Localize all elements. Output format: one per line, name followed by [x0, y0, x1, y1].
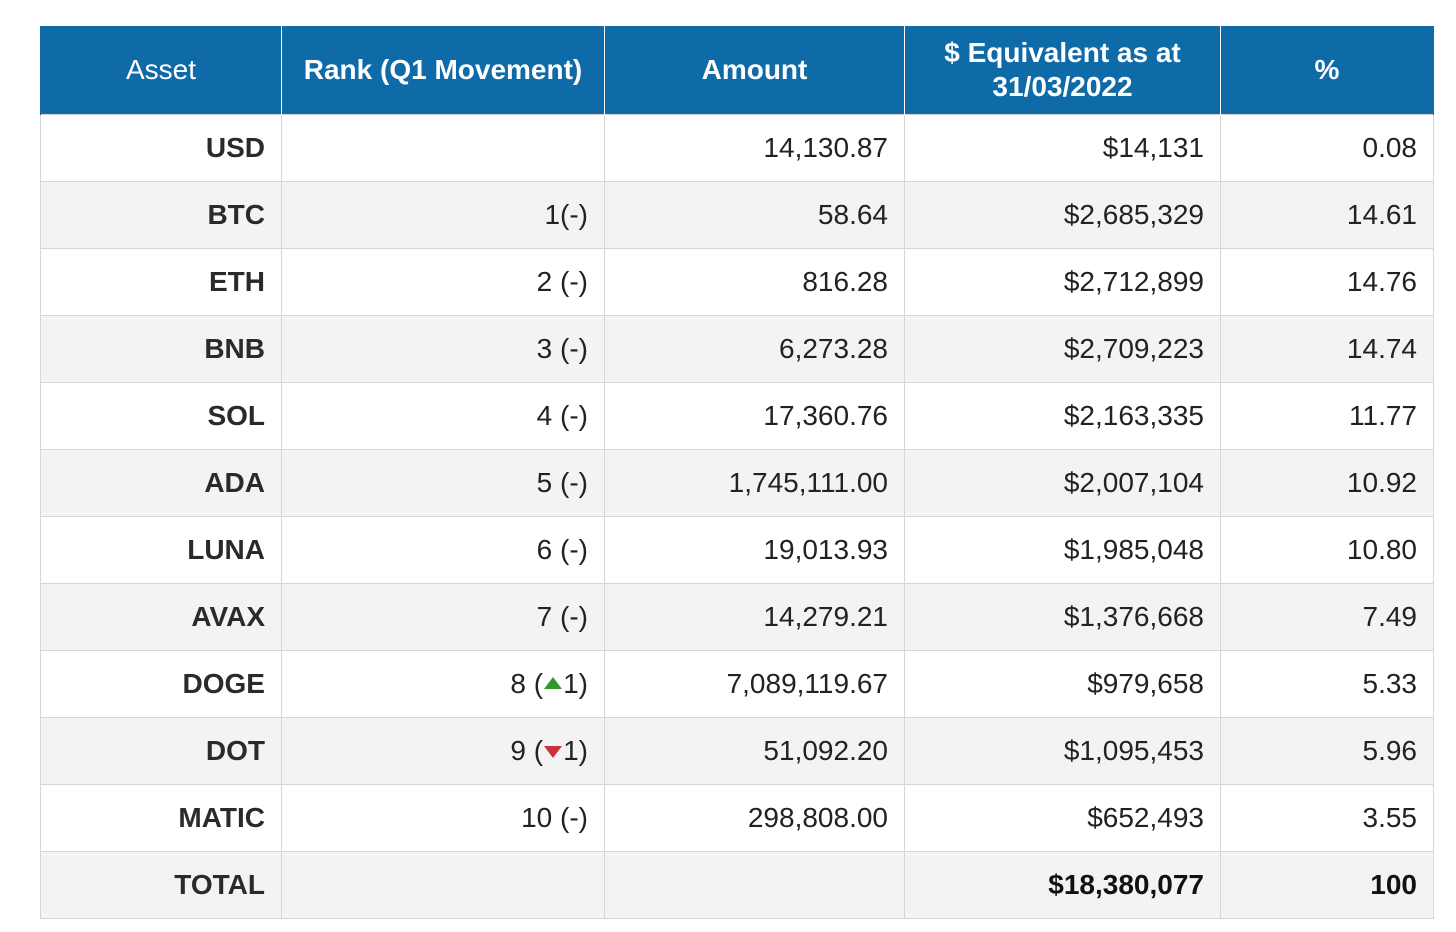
- percent-cell: 5.33: [1220, 650, 1434, 718]
- total-label: TOTAL: [40, 851, 282, 919]
- rank-prefix: 8 (: [510, 668, 544, 699]
- rank-cell: 10 (-): [281, 784, 605, 852]
- usd-equivalent-cell: $14,131: [904, 114, 1221, 182]
- usd-equivalent-cell: $1,376,668: [904, 583, 1221, 651]
- usd-equivalent-cell: $1,095,453: [904, 717, 1221, 785]
- usd-equivalent-cell: $2,163,335: [904, 382, 1221, 450]
- table-row: SOL 4 (-) 17,360.76 $2,163,335 11.77: [40, 382, 1434, 450]
- triangle-down-icon: [544, 746, 563, 758]
- rank-cell: 5 (-): [281, 449, 605, 517]
- usd-equivalent-cell: $2,685,329: [904, 181, 1221, 249]
- header-row: Asset Rank (Q1 Movement) Amount $ Equiva…: [40, 26, 1434, 115]
- asset-cell: AVAX: [40, 583, 282, 651]
- rank-delta: 1: [563, 735, 579, 766]
- header-asset: Asset: [40, 26, 282, 115]
- rank-suffix: ): [578, 735, 588, 766]
- asset-cell: BTC: [40, 181, 282, 249]
- total-usd-equivalent: $18,380,077: [904, 851, 1221, 919]
- usd-equivalent-cell: $652,493: [904, 784, 1221, 852]
- header-amount: Amount: [604, 26, 905, 115]
- rank-cell: 8 ( 1): [281, 650, 605, 718]
- asset-cell: MATIC: [40, 784, 282, 852]
- amount-cell: 19,013.93: [604, 516, 905, 584]
- table-row: LUNA 6 (-) 19,013.93 $1,985,048 10.80: [40, 516, 1434, 584]
- asset-cell: ADA: [40, 449, 282, 517]
- amount-cell: 6,273.28: [604, 315, 905, 383]
- rank-cell: [281, 114, 605, 182]
- usd-equivalent-cell: $979,658: [904, 650, 1221, 718]
- percent-cell: 3.55: [1220, 784, 1434, 852]
- asset-cell: DOGE: [40, 650, 282, 718]
- table-row: MATIC 10 (-) 298,808.00 $652,493 3.55: [40, 784, 1434, 852]
- rank-cell: 6 (-): [281, 516, 605, 584]
- header-usd-equivalent: $ Equivalent as at 31/03/2022: [904, 26, 1221, 115]
- usd-equivalent-cell: $2,007,104: [904, 449, 1221, 517]
- amount-cell: 7,089,119.67: [604, 650, 905, 718]
- asset-holdings-table: Asset Rank (Q1 Movement) Amount $ Equiva…: [40, 26, 1434, 919]
- rank-cell: 4 (-): [281, 382, 605, 450]
- amount-cell: 14,279.21: [604, 583, 905, 651]
- percent-cell: 11.77: [1220, 382, 1434, 450]
- asset-cell: LUNA: [40, 516, 282, 584]
- table-body: USD 14,130.87 $14,131 0.08 BTC 1(-) 58.6…: [40, 114, 1434, 919]
- asset-cell: ETH: [40, 248, 282, 316]
- rank-cell: 7 (-): [281, 583, 605, 651]
- rank-cell: 3 (-): [281, 315, 605, 383]
- usd-equivalent-cell: $1,985,048: [904, 516, 1221, 584]
- rank-cell: 2 (-): [281, 248, 605, 316]
- percent-cell: 10.92: [1220, 449, 1434, 517]
- percent-cell: 14.74: [1220, 315, 1434, 383]
- table-row: BTC 1(-) 58.64 $2,685,329 14.61: [40, 181, 1434, 249]
- total-amount-cell: [604, 851, 905, 919]
- table-header: Asset Rank (Q1 Movement) Amount $ Equiva…: [40, 26, 1434, 115]
- header-rank: Rank (Q1 Movement): [281, 26, 605, 115]
- amount-cell: 298,808.00: [604, 784, 905, 852]
- table-row: ADA 5 (-) 1,745,111.00 $2,007,104 10.92: [40, 449, 1434, 517]
- amount-cell: 1,745,111.00: [604, 449, 905, 517]
- table-row: DOT 9 ( 1) 51,092.20 $1,095,453 5.96: [40, 717, 1434, 785]
- table-row: ETH 2 (-) 816.28 $2,712,899 14.76: [40, 248, 1434, 316]
- table-row: BNB 3 (-) 6,273.28 $2,709,223 14.74: [40, 315, 1434, 383]
- amount-cell: 17,360.76: [604, 382, 905, 450]
- percent-cell: 14.76: [1220, 248, 1434, 316]
- amount-cell: 816.28: [604, 248, 905, 316]
- asset-cell: DOT: [40, 717, 282, 785]
- percent-cell: 10.80: [1220, 516, 1434, 584]
- total-row: TOTAL $18,380,077 100: [40, 851, 1434, 919]
- asset-cell: USD: [40, 114, 282, 182]
- percent-cell: 7.49: [1220, 583, 1434, 651]
- header-percent: %: [1220, 26, 1434, 115]
- table-row: USD 14,130.87 $14,131 0.08: [40, 114, 1434, 182]
- asset-cell: BNB: [40, 315, 282, 383]
- rank-suffix: ): [578, 668, 588, 699]
- percent-cell: 5.96: [1220, 717, 1434, 785]
- rank-prefix: 9 (: [510, 735, 544, 766]
- amount-cell: 51,092.20: [604, 717, 905, 785]
- rank-delta: 1: [563, 668, 579, 699]
- amount-cell: 14,130.87: [604, 114, 905, 182]
- rank-cell: 1(-): [281, 181, 605, 249]
- asset-cell: SOL: [40, 382, 282, 450]
- total-rank-cell: [281, 851, 605, 919]
- usd-equivalent-cell: $2,709,223: [904, 315, 1221, 383]
- table-row: DOGE 8 ( 1) 7,089,119.67 $979,658 5.33: [40, 650, 1434, 718]
- total-percent: 100: [1220, 851, 1434, 919]
- percent-cell: 0.08: [1220, 114, 1434, 182]
- rank-cell: 9 ( 1): [281, 717, 605, 785]
- table-row: AVAX 7 (-) 14,279.21 $1,376,668 7.49: [40, 583, 1434, 651]
- percent-cell: 14.61: [1220, 181, 1434, 249]
- amount-cell: 58.64: [604, 181, 905, 249]
- triangle-up-icon: [544, 677, 563, 689]
- usd-equivalent-cell: $2,712,899: [904, 248, 1221, 316]
